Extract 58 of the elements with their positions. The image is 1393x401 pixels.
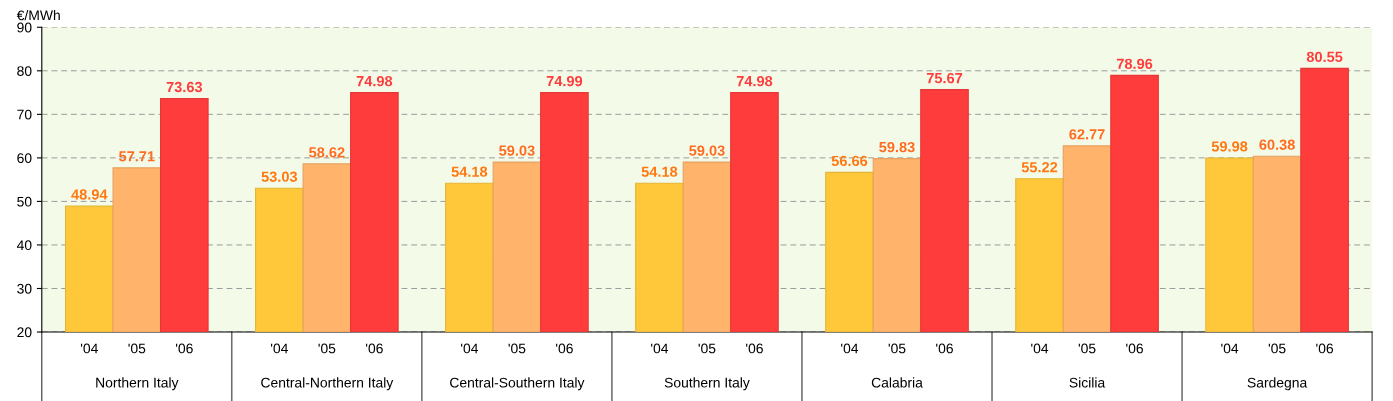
series-label: '05 (128, 343, 146, 354)
data-label: 74.99 (546, 75, 583, 87)
text: '04 (651, 343, 669, 354)
data-label: 55.22 (1021, 162, 1058, 173)
data-label: 59.83 (879, 141, 915, 153)
series-label: '04 (80, 343, 98, 354)
data-label: 54.18 (451, 166, 488, 177)
data-label: 59.98 (1211, 141, 1248, 152)
text: '05 (508, 343, 526, 354)
y-tick-label: 90 (17, 22, 32, 33)
x-tick-label: Sardegna (1247, 377, 1308, 391)
text: '06 (366, 343, 383, 354)
text: '04 (461, 343, 479, 354)
text: '06 (746, 343, 763, 354)
text: '06 (1316, 343, 1334, 354)
text: '06 (556, 343, 573, 354)
series-label: '06 (175, 343, 193, 354)
data-label: 74.98 (356, 75, 393, 87)
y-tick-label: 70 (17, 109, 32, 120)
data-label: 56.66 (831, 155, 868, 167)
text: '04 (1031, 343, 1049, 354)
text: '06 (936, 343, 953, 354)
data-label: 75.67 (926, 72, 963, 84)
text: '05 (318, 343, 336, 354)
text: '05 (698, 343, 716, 354)
x-tick-label: Central-Northern Italy (261, 377, 394, 391)
x-tick-label: Southern Italy (664, 377, 750, 391)
text: '05 (1078, 343, 1096, 354)
text: '04 (271, 343, 288, 354)
x-tick-label: Calabria (871, 377, 923, 388)
y-tick-label: 40 (16, 240, 32, 251)
data-label: 53.03 (261, 171, 298, 182)
data-label: 80.55 (1306, 51, 1343, 63)
text: '04 (1221, 343, 1239, 354)
data-label: 74.98 (736, 75, 773, 87)
x-tick-label: Sicilia (1069, 377, 1106, 388)
data-label: 60.38 (1259, 139, 1295, 150)
data-label: 59.03 (499, 145, 535, 156)
data-label: 58.62 (309, 147, 345, 158)
x-tick-label: Northern Italy (96, 377, 179, 391)
y-tick-label: 80 (17, 66, 32, 76)
text: '05 (1268, 343, 1286, 354)
y-tick-label: 30 (17, 283, 32, 294)
data-label: 78.96 (1116, 58, 1153, 69)
text: '04 (841, 343, 859, 354)
data-label: 62.77 (1069, 129, 1105, 140)
data-label: 48.94 (71, 189, 108, 200)
y-tick-label: 50 (17, 196, 32, 207)
data-label: 54.18 (641, 166, 678, 177)
y-tick-label: 20 (17, 327, 32, 338)
y-tick-label: 60 (17, 153, 32, 164)
data-label: 57.71 (119, 151, 155, 162)
text: '05 (888, 343, 906, 354)
x-tick-label: Central-Southern Italy (450, 377, 585, 391)
data-label: 73.63 (166, 81, 203, 93)
data-label: 59.03 (689, 145, 725, 156)
text: '06 (1126, 343, 1143, 354)
y-axis-title: €/MWh (16, 10, 60, 21)
